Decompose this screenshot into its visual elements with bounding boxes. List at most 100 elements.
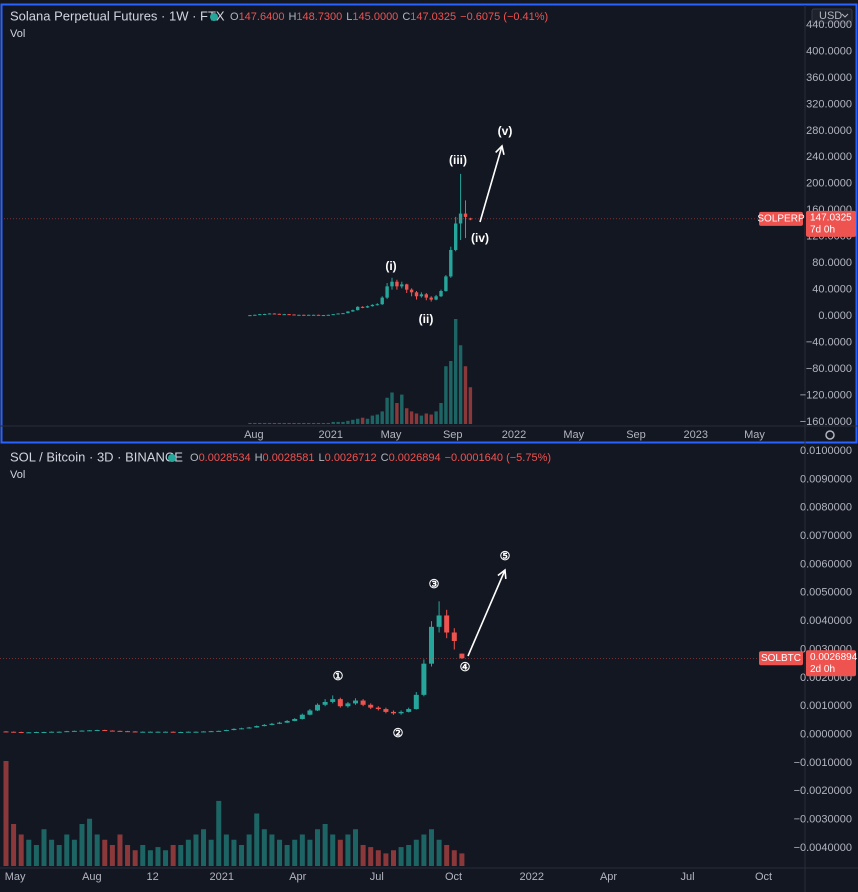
candle-body — [375, 304, 380, 306]
x-tick-label: Oct — [755, 871, 772, 883]
arrow-head — [497, 568, 507, 580]
candle-body — [444, 276, 448, 291]
candle-body — [261, 724, 267, 727]
y-tick-label: 0.0100000 — [800, 445, 852, 457]
candle-body — [56, 731, 62, 733]
x-tick-label: 12 — [147, 871, 159, 883]
status-dot — [210, 13, 218, 21]
y-tick-label: −80.0000 — [806, 363, 852, 375]
volume-bar — [253, 422, 257, 424]
volume-bar — [409, 411, 414, 424]
dropdown-caret — [841, 13, 849, 18]
candle-body — [299, 714, 305, 719]
y-tick-label: 0.0070000 — [800, 530, 852, 542]
candle-body — [383, 709, 389, 712]
ohlc-label: O — [230, 11, 239, 23]
candle-body — [3, 731, 9, 733]
volume-bar — [125, 845, 131, 866]
candle-body — [18, 732, 24, 734]
ohlc-value: 0.0026712 — [325, 452, 377, 464]
volume-bar — [262, 422, 267, 424]
currency-button[interactable] — [811, 8, 853, 24]
volume-bar — [79, 824, 85, 866]
volume-bar — [33, 845, 39, 866]
candle-body — [391, 711, 397, 714]
candle-body — [248, 315, 252, 317]
candle-body — [380, 297, 384, 305]
volume-bar — [267, 422, 272, 424]
settings-icon[interactable] — [825, 430, 835, 440]
x-tick-label: 2021 — [210, 871, 234, 883]
x-tick-label: May — [744, 429, 765, 441]
volume-bar — [178, 845, 184, 866]
candle-body — [231, 728, 237, 731]
candle-body — [315, 704, 321, 711]
volume-bar — [463, 366, 468, 424]
volume-bar — [208, 839, 214, 866]
x-tick-label: 2023 — [684, 429, 708, 441]
volume-bar — [326, 422, 331, 424]
volume-bar — [365, 418, 370, 424]
y-tick-label: 0.0050000 — [800, 587, 852, 599]
symbol-title[interactable]: Solana Perpetual Futures · 1W · FTX — [10, 8, 225, 23]
volume-bar — [368, 847, 374, 866]
candle-body — [246, 727, 252, 729]
candle-body — [365, 306, 370, 308]
volume-bar — [419, 415, 424, 424]
y-tick-label: 320.0000 — [806, 98, 852, 110]
candle-body — [428, 626, 434, 664]
volume-bar — [413, 839, 419, 866]
volume-bar — [428, 829, 434, 866]
candle-body — [316, 314, 321, 316]
wave-label: ④ — [460, 660, 471, 674]
volume-bar — [216, 800, 222, 866]
ohlc-legend: O0.0028534 H0.0028581 L0.0026712 C0.0026894… — [190, 452, 551, 464]
ohlc-value: 0.0026894 — [389, 452, 441, 464]
candle-body — [302, 314, 306, 316]
y-tick-label: 40.0000 — [812, 284, 852, 296]
x-tick-label: 2022 — [502, 429, 526, 441]
volume-bar — [64, 834, 70, 866]
x-tick-label: Oct — [445, 871, 462, 883]
x-tick-label: Apr — [600, 871, 617, 883]
volume-bar — [41, 829, 47, 866]
candle-body — [409, 289, 414, 293]
candle-body — [346, 311, 350, 314]
ohlc-label: C — [402, 11, 410, 23]
x-tick-label: Apr — [289, 871, 306, 883]
ohlc-label: H — [288, 11, 296, 23]
volume-bar — [322, 824, 328, 866]
wave-label: (iv) — [471, 231, 489, 245]
volume-label: Vol — [10, 469, 25, 481]
candle-body — [292, 314, 296, 316]
volume-bar — [277, 422, 282, 424]
volume-bar — [434, 411, 438, 424]
y-tick-label: 280.0000 — [806, 125, 852, 137]
volume-bar — [3, 761, 9, 866]
candle-body — [419, 294, 424, 297]
volume-bar — [193, 834, 199, 866]
volume-bar — [297, 422, 301, 424]
y-tick-label: 0.0000 — [818, 310, 852, 322]
volume-bar — [282, 422, 286, 424]
candle-body — [185, 731, 191, 733]
y-tick-label: 0.0040000 — [800, 615, 852, 627]
volume-bar — [380, 411, 384, 424]
y-tick-label: −120.0000 — [800, 389, 852, 401]
ohlc-label: C — [381, 452, 389, 464]
change: −0.6075 (−0.41%) — [460, 11, 548, 23]
candle-body — [458, 213, 463, 224]
volume-bar — [261, 829, 267, 866]
volume-bar — [299, 834, 305, 866]
x-tick-label: Jul — [681, 871, 695, 883]
symbol-title[interactable]: SOL / Bitcoin · 3D · BINANCE — [10, 449, 183, 464]
volume-bar — [132, 850, 138, 866]
volume-bar — [390, 392, 394, 424]
candle-body — [41, 732, 47, 734]
volume-bar — [468, 387, 473, 424]
ohlc-value: 145.0000 — [352, 11, 398, 23]
countdown: 2d 0h — [810, 664, 835, 675]
candle-body — [459, 653, 465, 659]
candle-body — [451, 632, 457, 641]
